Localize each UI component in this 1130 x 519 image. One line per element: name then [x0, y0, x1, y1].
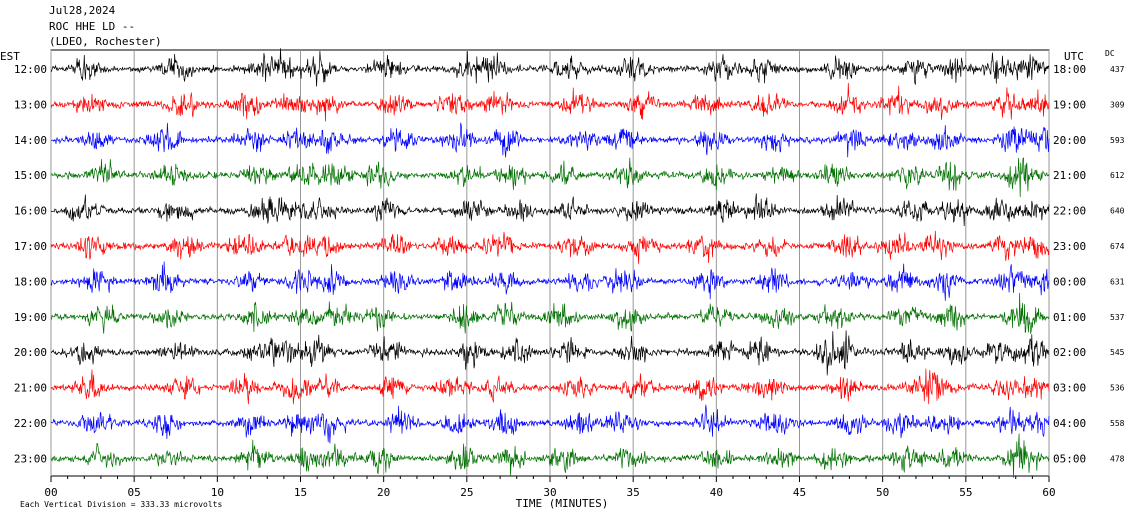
dc-offset-value: 640 [1110, 207, 1125, 216]
seismic-trace-1300 [50, 82, 1050, 122]
seismic-trace-2300 [50, 433, 1050, 478]
dc-offset-value: 558 [1110, 419, 1125, 428]
x-tick-label: 20 [377, 486, 390, 499]
dc-offset-value: 593 [1110, 136, 1125, 145]
utc-hour-label: 04:00 [1053, 417, 1086, 430]
est-hour-label: 18:00 [14, 275, 47, 288]
x-tick-label: 35 [627, 486, 640, 499]
x-axis-title: TIME (MINUTES) [516, 497, 609, 510]
est-hour-label: 13:00 [14, 98, 47, 111]
seismic-trace-1600 [50, 193, 1050, 227]
utc-hour-label: 00:00 [1053, 275, 1086, 288]
seismic-trace-2200 [50, 404, 1050, 444]
x-tick-label: 55 [959, 486, 972, 499]
chart-network: (LDEO, Rochester) [49, 35, 162, 48]
utc-hour-label: 01:00 [1053, 311, 1086, 324]
dc-offset-value: 631 [1110, 277, 1125, 286]
seismic-trace-1400 [50, 122, 1050, 158]
utc-hour-label: 22:00 [1053, 205, 1086, 218]
x-tick-label: 30 [543, 486, 556, 499]
utc-hour-label: 18:00 [1053, 63, 1086, 76]
est-hour-label: 21:00 [14, 382, 47, 395]
est-hour-label: 17:00 [14, 240, 47, 253]
dc-offset-value: 537 [1110, 313, 1125, 322]
est-hour-label: 15:00 [14, 169, 47, 182]
x-tick-label: 50 [876, 486, 889, 499]
seismic-trace-2000 [51, 330, 1050, 376]
x-tick-label: 00 [44, 486, 57, 499]
utc-hour-label: 03:00 [1053, 382, 1086, 395]
x-tick-label: 25 [460, 486, 473, 499]
seismic-trace-1200 [50, 48, 1050, 87]
est-hour-label: 12:00 [14, 63, 47, 76]
utc-hour-label: 20:00 [1053, 134, 1086, 147]
dc-offset-value: 478 [1110, 454, 1125, 463]
x-tick-label: 10 [211, 486, 224, 499]
dc-header-label: DC [1105, 49, 1115, 58]
utc-hour-label: 23:00 [1053, 240, 1086, 253]
seismic-trace-1700 [50, 230, 1050, 265]
x-tick-label: 15 [294, 486, 307, 499]
est-hour-label: 22:00 [14, 417, 47, 430]
est-axis-label: EST [0, 50, 20, 63]
est-hour-label: 23:00 [14, 452, 47, 465]
dc-offset-value: 437 [1110, 65, 1125, 74]
chart-date: Jul28,2024 [49, 4, 116, 17]
seismic-trace-1500 [50, 157, 1050, 198]
seismic-trace-1900 [50, 292, 1050, 334]
est-hour-label: 20:00 [14, 346, 47, 359]
x-tick-label: 40 [710, 486, 723, 499]
x-tick-label: 45 [793, 486, 806, 499]
utc-hour-label: 19:00 [1053, 98, 1086, 111]
utc-hour-label: 05:00 [1053, 452, 1086, 465]
dc-offset-value: 309 [1110, 100, 1125, 109]
utc-axis-label: UTC [1064, 50, 1084, 63]
dc-offset-value: 674 [1110, 242, 1125, 251]
seismic-trace-1800 [50, 261, 1050, 301]
dc-offset-value: 536 [1110, 384, 1125, 393]
seismic-trace-2100 [50, 368, 1050, 405]
footnote-scale: Each Vertical Division = 333.33 microvol… [20, 500, 222, 509]
utc-hour-label: 21:00 [1053, 169, 1086, 182]
chart-station: ROC HHE LD -- [49, 20, 136, 33]
x-tick-label: 60 [1042, 486, 1055, 499]
est-hour-label: 16:00 [14, 205, 47, 218]
est-hour-label: 14:00 [14, 134, 47, 147]
dc-offset-value: 545 [1110, 348, 1125, 357]
dc-offset-value: 612 [1110, 171, 1125, 180]
est-hour-label: 19:00 [14, 311, 47, 324]
utc-hour-label: 02:00 [1053, 346, 1086, 359]
x-tick-label: 05 [128, 486, 141, 499]
